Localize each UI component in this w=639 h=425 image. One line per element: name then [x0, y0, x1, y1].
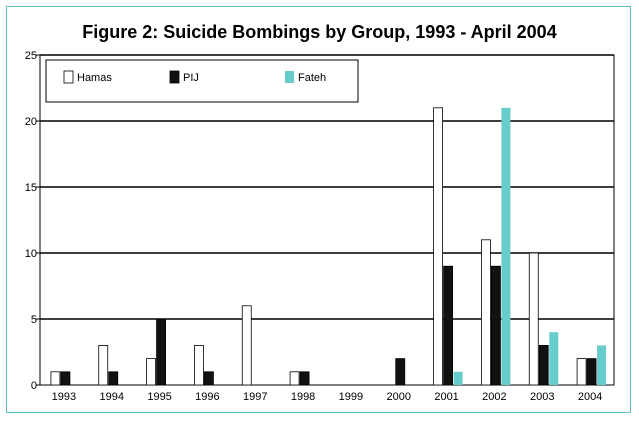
bar-hamas	[50, 371, 61, 386]
legend-label-hamas: Hamas	[77, 72, 112, 84]
bar-hamas	[241, 305, 252, 386]
x-tick-label: 2000	[387, 391, 411, 403]
legend-swatch-hamas	[63, 70, 74, 84]
bar-pij	[491, 265, 501, 386]
bar-pij	[538, 344, 549, 386]
bar-pij	[299, 371, 310, 386]
x-tick-label: 1994	[100, 391, 124, 403]
chart-frame	[6, 6, 631, 413]
bar-fateh	[501, 107, 511, 386]
y-tick-label: 5	[31, 314, 37, 326]
chart-title: Figure 2: Suicide Bombings by Group, 199…	[82, 22, 557, 42]
legend	[45, 59, 359, 103]
bar-pij	[204, 371, 214, 386]
bar-pij	[586, 358, 597, 386]
legend-label-pij: PIJ	[183, 72, 199, 84]
x-tick-label: 1998	[291, 391, 315, 403]
x-tick-label: 2004	[578, 391, 602, 403]
x-tick-label: 2001	[434, 391, 458, 403]
bar-fateh	[549, 332, 559, 385]
x-tick-label: 2002	[482, 391, 506, 403]
bar-pij	[60, 371, 71, 386]
y-tick-label: 10	[25, 248, 37, 260]
x-tick-label: 2003	[530, 391, 554, 403]
bar-hamas	[576, 358, 587, 386]
y-tick-label: 15	[25, 182, 37, 194]
plot-area	[39, 54, 615, 386]
bar-hamas	[481, 239, 491, 386]
bar-hamas	[433, 107, 443, 386]
bar-pij	[156, 318, 166, 386]
bar-hamas	[98, 344, 109, 386]
legend-label-fateh: Fateh	[298, 72, 326, 84]
bar-pij	[395, 358, 406, 386]
bar-pij	[108, 371, 119, 386]
x-tick-label: 1996	[195, 391, 219, 403]
bar-fateh	[597, 345, 607, 385]
bar-hamas	[194, 344, 204, 386]
legend-swatch-pij	[169, 70, 180, 84]
y-tick-label: 25	[25, 50, 37, 62]
legend-swatch-fateh	[285, 71, 294, 83]
x-tick-label: 1997	[243, 391, 267, 403]
x-tick-label: 1993	[52, 391, 76, 403]
bar-hamas	[528, 252, 539, 386]
x-tick-label: 1995	[147, 391, 171, 403]
bar-hamas	[289, 371, 300, 386]
bar-pij	[443, 265, 453, 386]
y-tick-label: 20	[25, 116, 37, 128]
bar-hamas	[146, 358, 156, 386]
bar-fateh	[453, 371, 463, 385]
x-tick-label: 1999	[339, 391, 363, 403]
y-tick-label: 0	[31, 380, 37, 392]
